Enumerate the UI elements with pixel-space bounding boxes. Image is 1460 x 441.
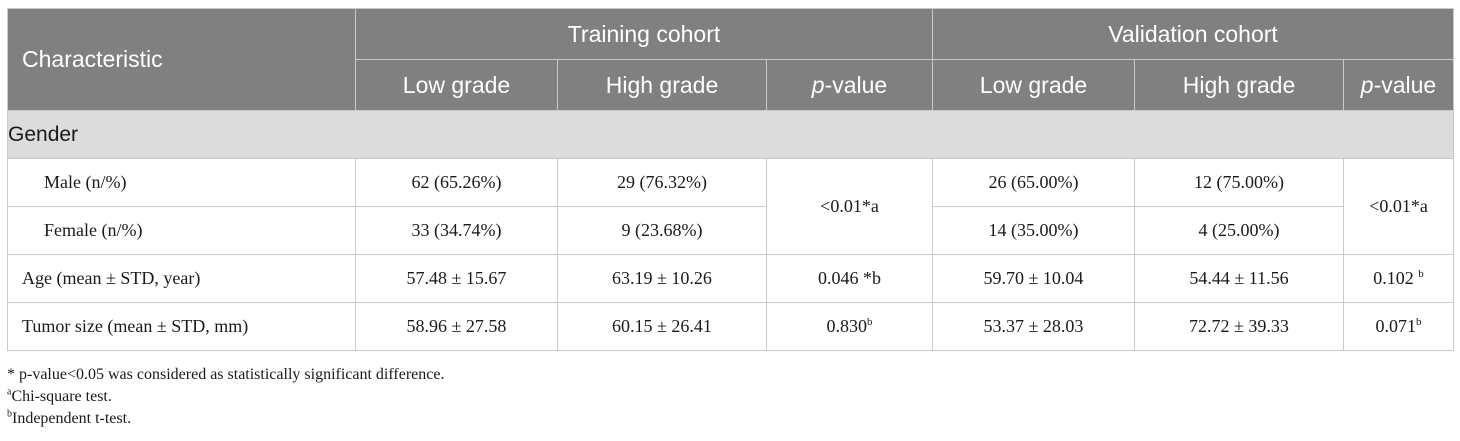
row-label: Female (n/%)	[7, 206, 356, 255]
p-italic: p	[811, 71, 825, 98]
validation-cohort-header: Validation cohort	[932, 8, 1454, 60]
footnote-a: aChi-square test.	[7, 386, 444, 408]
p-italic: p	[1360, 71, 1374, 98]
gender-section-label: Gender	[7, 110, 1454, 159]
cell-val-low: 14 (35.00%)	[932, 206, 1135, 255]
table-row-female: Female (n/%) 33 (34.74%) 9 (23.68%) 14 (…	[7, 206, 1454, 255]
row-label: Tumor size (mean ± STD, mm)	[7, 302, 356, 351]
validation-p-value-header: p-value	[1343, 59, 1454, 111]
gender-section-row: Gender	[7, 110, 1454, 159]
header-row-1: Characteristic Training cohort Validatio…	[7, 8, 1454, 111]
cell-val-high: 54.44 ± 11.56	[1134, 254, 1344, 303]
table-row-male: Male (n/%) 62 (65.26%) 29 (76.32%) <0.01…	[7, 158, 1454, 255]
cell-val-low: 53.37 ± 28.03	[932, 302, 1135, 351]
cell-train-low: 58.96 ± 27.58	[355, 302, 558, 351]
cell-val-high: 72.72 ± 39.33	[1134, 302, 1344, 351]
table-footnotes: * p-value<0.05 was considered as statist…	[7, 364, 444, 430]
cell-train-low: 33 (34.74%)	[355, 206, 558, 255]
cell-train-high: 29 (76.32%)	[557, 158, 767, 207]
cell-val-p: 0.102 b	[1343, 254, 1454, 303]
superscript-marker: b	[1418, 268, 1424, 280]
footnote-a-marker: a	[7, 386, 12, 398]
cell-train-high: 63.19 ± 10.26	[557, 254, 767, 303]
characteristic-header: Characteristic	[7, 8, 356, 111]
training-low-grade-header: Low grade	[355, 59, 558, 111]
superscript-marker: b	[867, 316, 873, 328]
cell-val-p: 0.071b	[1343, 302, 1454, 351]
characteristics-table: Characteristic Training cohort Validatio…	[7, 8, 1454, 351]
p-suffix: -value	[1373, 71, 1437, 98]
p-value-text: 0.071	[1375, 316, 1417, 336]
cell-val-high: 12 (75.00%)	[1134, 158, 1344, 207]
cell-train-p: 0.830b	[766, 302, 933, 351]
cell-train-low: 62 (65.26%)	[355, 158, 558, 207]
training-cohort-header: Training cohort	[355, 8, 933, 60]
footnote-a-text: Chi-square test.	[11, 388, 112, 405]
footnote-b: bIndependent t-test.	[7, 408, 444, 430]
cell-train-high: 9 (23.68%)	[557, 206, 767, 255]
cell-train-p: 0.046 *b	[766, 254, 933, 303]
cell-val-high: 4 (25.00%)	[1134, 206, 1344, 255]
footnote-significance: * p-value<0.05 was considered as statist…	[7, 366, 445, 383]
cell-train-high: 60.15 ± 26.41	[557, 302, 767, 351]
footnote-b-text: Independent t-test.	[12, 410, 132, 427]
p-value-text: 0.102	[1373, 268, 1419, 288]
p-suffix: -value	[824, 71, 888, 98]
row-label: Male (n/%)	[7, 158, 356, 207]
table-row-age: Age (mean ± STD, year) 57.48 ± 15.67 63.…	[7, 254, 1454, 303]
superscript-marker: b	[1416, 316, 1422, 328]
p-value-text: 0.830	[826, 316, 868, 336]
cell-val-low: 59.70 ± 10.04	[932, 254, 1135, 303]
validation-high-grade-header: High grade	[1134, 59, 1344, 111]
training-high-grade-header: High grade	[557, 59, 767, 111]
cell-train-gender-p: <0.01*a	[766, 158, 933, 255]
cell-train-low: 57.48 ± 15.67	[355, 254, 558, 303]
footnote-b-marker: b	[7, 408, 12, 420]
cell-val-low: 26 (65.00%)	[932, 158, 1135, 207]
cell-val-gender-p: <0.01*a	[1343, 158, 1454, 255]
validation-low-grade-header: Low grade	[932, 59, 1135, 111]
training-p-value-header: p-value	[766, 59, 933, 111]
header-row-2: Low grade High grade p-value Low grade H…	[8, 59, 1454, 111]
row-label: Age (mean ± STD, year)	[7, 254, 356, 303]
table-row-tumor-size: Tumor size (mean ± STD, mm) 58.96 ± 27.5…	[7, 302, 1454, 351]
